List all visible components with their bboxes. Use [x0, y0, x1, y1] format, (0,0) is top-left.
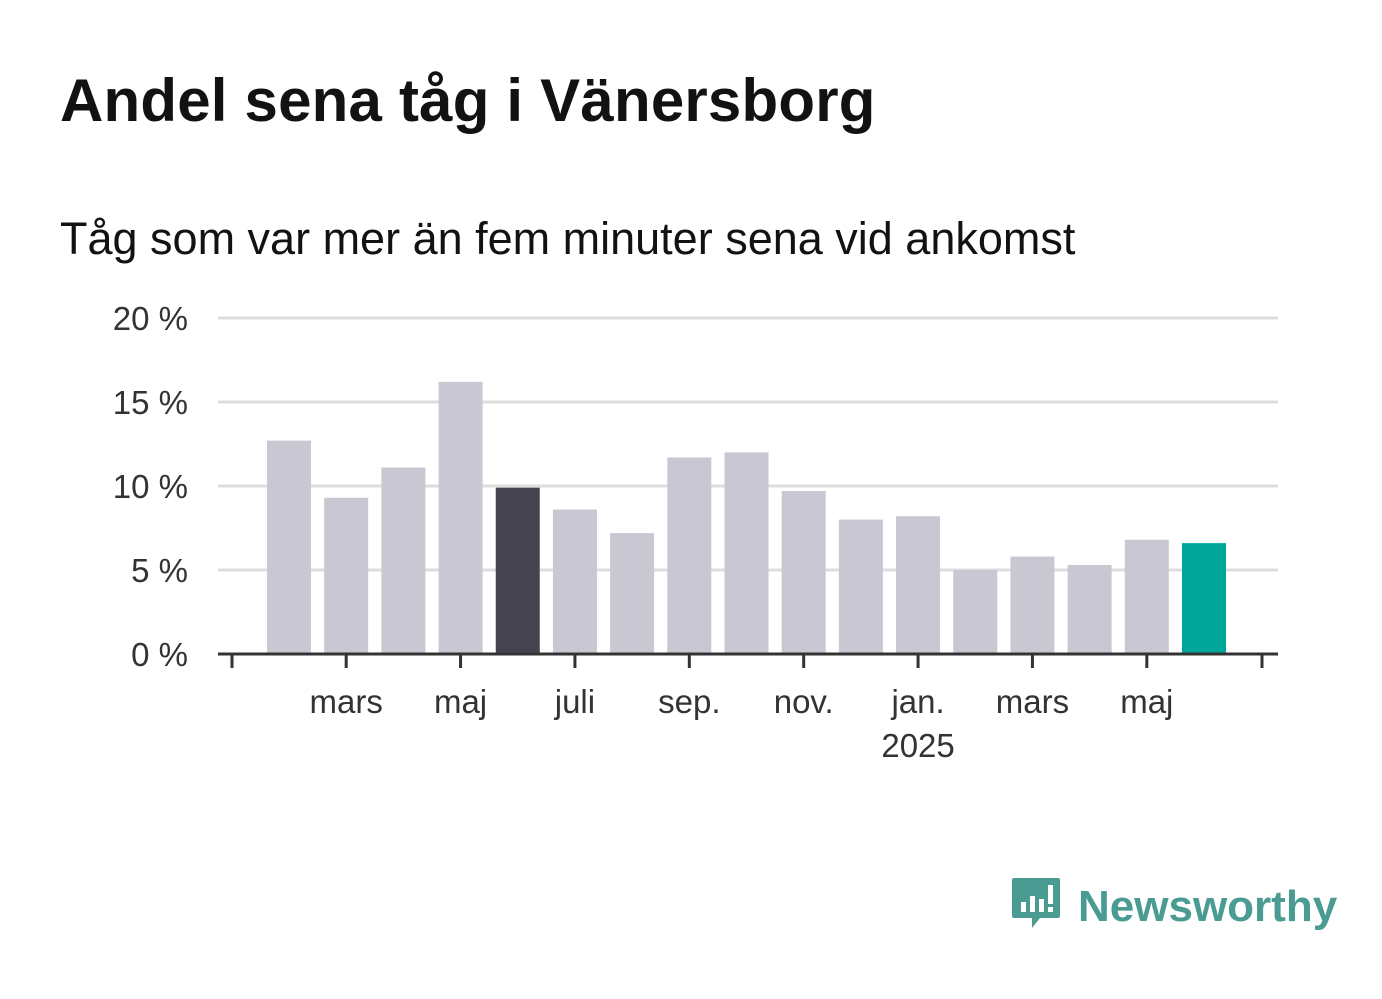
bar: [1010, 556, 1055, 654]
x-tick-sublabel: 2025: [881, 727, 954, 764]
bar: [610, 533, 655, 654]
bar: [667, 457, 712, 654]
x-tick-label: maj: [1120, 683, 1173, 720]
brand-name: Newsworthy: [1078, 882, 1338, 931]
bar: [552, 509, 597, 654]
bar: [953, 570, 998, 654]
bar: [495, 487, 540, 654]
newsworthy-logo-icon: [1012, 878, 1060, 928]
bar: [724, 452, 769, 654]
x-tick-label: juli: [554, 683, 595, 720]
y-tick-label: 0 %: [131, 636, 188, 673]
bar: [1067, 564, 1112, 654]
y-tick-label: 15 %: [113, 384, 188, 421]
x-tick-label: mars: [996, 683, 1069, 720]
chart-subtitle: Tåg som var mer än fem minuter sena vid …: [60, 213, 1076, 264]
x-tick-label: mars: [310, 683, 383, 720]
bar: [896, 516, 941, 654]
bar: [1124, 539, 1169, 654]
bar: [781, 491, 826, 654]
bar: [1182, 543, 1226, 654]
chart-title: Andel sena tåg i Vänersborg: [60, 67, 876, 134]
bar: [438, 381, 483, 654]
y-tick-label: 20 %: [113, 300, 188, 337]
bar: [324, 497, 369, 654]
bar: [267, 440, 311, 654]
brand-logo: Newsworthy: [1010, 876, 1337, 938]
y-tick-label: 10 %: [113, 468, 188, 505]
x-tick-label: maj: [434, 683, 487, 720]
y-tick-label: 5 %: [131, 552, 188, 589]
x-tick-label: nov.: [774, 683, 834, 720]
x-tick-label: sep.: [658, 683, 720, 720]
bar: [838, 519, 883, 654]
bar: [381, 467, 426, 654]
x-tick-label: jan.: [890, 683, 944, 720]
